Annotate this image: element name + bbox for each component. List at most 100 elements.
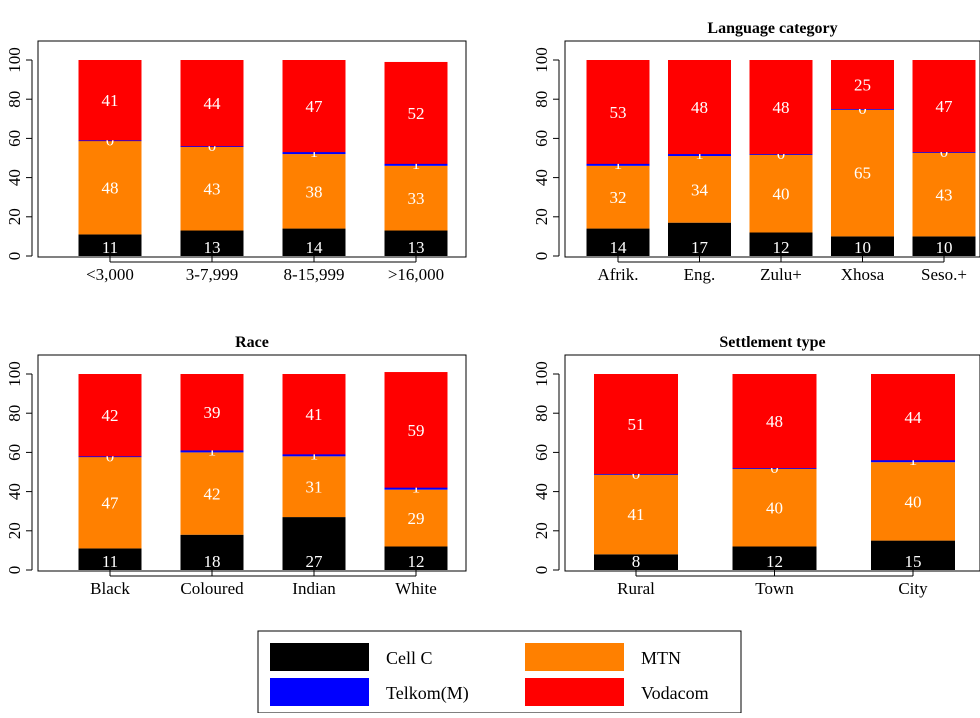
x-tick-label: City [898, 579, 928, 598]
data-label: 14 [610, 238, 628, 257]
data-label: 13 [408, 238, 425, 257]
data-label: 41 [628, 505, 645, 524]
bar-vodacom [668, 60, 731, 155]
x-tick-label: Xhosa [841, 265, 885, 284]
bar-mtn [586, 165, 650, 229]
y-tick-label: 100 [532, 361, 551, 387]
data-label: 10 [854, 238, 871, 257]
bar-mtn [180, 146, 244, 231]
data-label: 47 [102, 493, 120, 512]
y-tick-label: 40 [5, 483, 24, 500]
legend-swatch [525, 678, 624, 706]
bar-mtn [831, 109, 894, 237]
data-label: 41 [102, 91, 119, 110]
chart-panel-0: 0204060801001148041<3,00013430443-7,9991… [5, 40, 467, 284]
data-label: 29 [408, 509, 425, 528]
bar-vodacom [749, 60, 813, 155]
bar-vodacom [282, 60, 346, 153]
x-tick-label: 3-7,999 [186, 265, 238, 284]
bar-mtn [384, 165, 448, 231]
bar-vodacom [912, 60, 976, 153]
data-label: 40 [773, 184, 790, 203]
bar-cellc [586, 228, 650, 256]
data-label: 40 [905, 492, 922, 511]
plot-frame [37, 354, 467, 572]
data-label: 48 [773, 98, 790, 117]
bar-vodacom [586, 60, 650, 164]
bar-vodacom [384, 61, 448, 164]
data-label: 47 [936, 97, 954, 116]
bar-cellc [78, 234, 142, 256]
bar-cellc [180, 230, 244, 256]
data-label: 27 [306, 552, 324, 571]
data-label: 41 [306, 405, 323, 424]
bar-vodacom [831, 60, 894, 109]
bar-mtn [732, 468, 817, 547]
bar-cellc [912, 236, 976, 256]
data-label: 10 [936, 238, 953, 257]
y-tick-label: 60 [532, 444, 551, 461]
data-label: 13 [204, 238, 221, 257]
data-label: 38 [306, 182, 323, 201]
bar-mtn [871, 462, 955, 541]
bar-mtn [282, 456, 346, 518]
bar-mtn [78, 456, 142, 549]
bar-cellc [384, 230, 448, 256]
y-tick-label: 20 [5, 522, 24, 539]
x-tick-label: Rural [617, 579, 655, 598]
x-tick-label: 8-15,999 [284, 265, 345, 284]
bar-telkomm [282, 152, 346, 155]
x-tick-label: Seso.+ [921, 265, 967, 284]
plot-frame [564, 354, 980, 572]
data-label: 14 [306, 238, 324, 257]
y-tick-label: 60 [5, 130, 24, 147]
data-label: 12 [408, 552, 425, 571]
y-tick-label: 0 [5, 252, 24, 261]
x-tick-label: Zulu+ [760, 265, 802, 284]
legend: Cell C MTN Telkom(M) Vodacom [257, 630, 742, 714]
data-label: 65 [854, 164, 871, 183]
y-tick-label: 60 [5, 444, 24, 461]
data-label: 17 [691, 238, 709, 257]
y-tick-label: 40 [532, 169, 551, 186]
data-label: 48 [766, 412, 783, 431]
panel-title: Race [235, 334, 269, 351]
data-label: 42 [102, 406, 119, 425]
legend-label: Telkom(M) [386, 683, 469, 704]
y-tick-label: 80 [532, 405, 551, 422]
data-label: 18 [204, 552, 221, 571]
data-label: 12 [773, 238, 790, 257]
x-tick-label: <3,000 [86, 265, 134, 284]
bar-mtn [282, 154, 346, 229]
y-tick-label: 20 [532, 208, 551, 225]
data-label: 34 [691, 180, 709, 199]
y-tick-label: 40 [532, 483, 551, 500]
data-label: 11 [102, 238, 118, 257]
bar-vodacom [180, 374, 244, 451]
bar-vodacom [384, 372, 448, 488]
x-tick-label: White [395, 579, 437, 598]
chart-panel-2: 020406080100Race1147042Black1842139Colou… [5, 334, 467, 598]
data-label: 33 [408, 189, 425, 208]
bar-cellc [732, 546, 817, 570]
bar-vodacom [871, 374, 955, 461]
bar-telkomm [871, 460, 955, 463]
bar-cellc [180, 534, 244, 570]
plot-frame [564, 40, 980, 258]
bar-mtn [912, 152, 976, 237]
bar-telkomm [282, 454, 346, 457]
data-label: 15 [905, 552, 922, 571]
bar-telkomm [180, 450, 244, 453]
data-label: 43 [204, 179, 221, 198]
y-tick-label: 100 [532, 47, 551, 73]
data-label: 11 [102, 552, 118, 571]
data-label: 52 [408, 104, 425, 123]
y-tick-label: 100 [5, 361, 24, 387]
bar-vodacom [78, 60, 142, 141]
y-tick-label: 0 [532, 566, 551, 575]
data-label: 47 [306, 97, 324, 116]
data-label: 12 [766, 552, 783, 571]
x-tick-label: Coloured [180, 579, 244, 598]
